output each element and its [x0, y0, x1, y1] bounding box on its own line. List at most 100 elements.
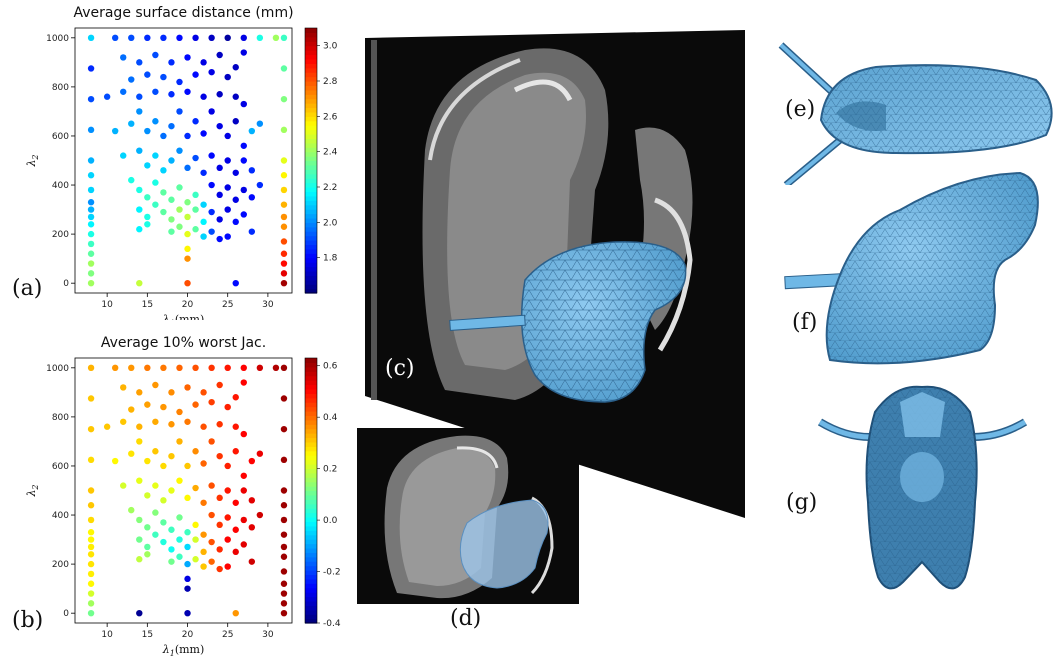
colorbar-segment [305, 614, 317, 619]
data-point [281, 600, 287, 606]
data-point [216, 236, 222, 242]
colorbar-segment [305, 464, 317, 469]
data-point [192, 118, 198, 124]
data-point [168, 389, 174, 395]
colorbar-segment [305, 130, 317, 135]
data-point [192, 365, 198, 371]
x-tick-label: 20 [182, 630, 194, 640]
data-point [241, 431, 247, 437]
colorbar-segment [305, 231, 317, 236]
colorbar-segment [305, 249, 317, 254]
mesh-view-front [815, 382, 1028, 600]
data-point [160, 189, 166, 195]
colorbar-segment [305, 280, 317, 285]
data-point [160, 35, 166, 41]
colorbar-tick-label: -0.2 [323, 568, 341, 578]
colorbar-segment [305, 508, 317, 513]
data-point [176, 147, 182, 153]
data-point [184, 246, 190, 252]
data-point [208, 69, 214, 75]
data-point [136, 280, 142, 286]
colorbar-segment [305, 253, 317, 258]
data-point [233, 197, 239, 203]
colorbar-segment [305, 592, 317, 597]
data-point [160, 404, 166, 410]
data-point [88, 487, 94, 493]
mesh-view-side [780, 165, 1058, 370]
data-point [200, 563, 206, 569]
data-point [104, 424, 110, 430]
colorbar-segment [305, 244, 317, 249]
colorbar-segment [305, 41, 317, 46]
x-tick-label: 20 [182, 300, 194, 310]
colorbar-segment [305, 579, 317, 584]
colorbar-segment [305, 165, 317, 170]
data-point [281, 270, 287, 276]
data-point [168, 91, 174, 97]
data-point [249, 228, 255, 234]
y-tick-label: 0 [63, 279, 69, 289]
data-point [136, 147, 142, 153]
data-point [184, 576, 190, 582]
y-tick-label: 400 [52, 181, 69, 191]
scatter-chart-worst-jacobian: Average 10% worst Jac. 10 15 20 25 30 0 200 400 6… [0, 330, 360, 661]
data-point [120, 384, 126, 390]
data-point [88, 529, 94, 535]
data-point [192, 522, 198, 528]
data-point [160, 74, 166, 80]
data-point [144, 194, 150, 200]
data-point [192, 556, 198, 562]
data-point [176, 536, 182, 542]
data-point [120, 419, 126, 425]
colorbar-segment [305, 152, 317, 157]
colorbar-segment [305, 367, 317, 372]
data-point [257, 512, 263, 518]
colorbar-segment [305, 103, 317, 108]
colorbar-segment [305, 574, 317, 579]
colorbar-segment [305, 72, 317, 77]
colorbar-segment [305, 362, 317, 367]
data-point [144, 162, 150, 168]
data-point [152, 179, 158, 185]
data-point [168, 527, 174, 533]
data-point [88, 206, 94, 212]
colorbar-segment [305, 486, 317, 491]
colorbar-segment [305, 570, 317, 575]
data-point [216, 546, 222, 552]
colorbar-segment [305, 526, 317, 531]
data-point [184, 544, 190, 550]
colorbar-segment [305, 143, 317, 148]
data-point [176, 554, 182, 560]
data-point [216, 192, 222, 198]
data-point [128, 507, 134, 513]
data-point [168, 487, 174, 493]
y-axis-label: λ2 [25, 154, 40, 167]
colorbar-tick-label: 3.0 [323, 42, 338, 52]
data-point [257, 35, 263, 41]
mesh-view-top [776, 35, 1058, 185]
colorbar-segment [305, 121, 317, 126]
data-point [192, 206, 198, 212]
data-point [144, 35, 150, 41]
data-point [281, 260, 287, 266]
colorbar-segment [305, 222, 317, 227]
data-point [160, 209, 166, 215]
colorbar-segment [305, 477, 317, 482]
colorbar-segment [305, 411, 317, 416]
data-point [120, 152, 126, 158]
data-point [241, 49, 247, 55]
data-point [281, 214, 287, 220]
data-point [104, 94, 110, 100]
data-point [152, 509, 158, 515]
data-point [152, 419, 158, 425]
data-point [257, 450, 263, 456]
data-point [225, 133, 231, 139]
data-point [249, 194, 255, 200]
colorbar-tick-label: 0.4 [323, 413, 338, 423]
data-point [241, 379, 247, 385]
colorbar-tick-label: 2.2 [323, 183, 337, 193]
data-point [249, 458, 255, 464]
data-point [200, 233, 206, 239]
panel-label-b: (b) [12, 608, 43, 633]
data-point [257, 120, 263, 126]
